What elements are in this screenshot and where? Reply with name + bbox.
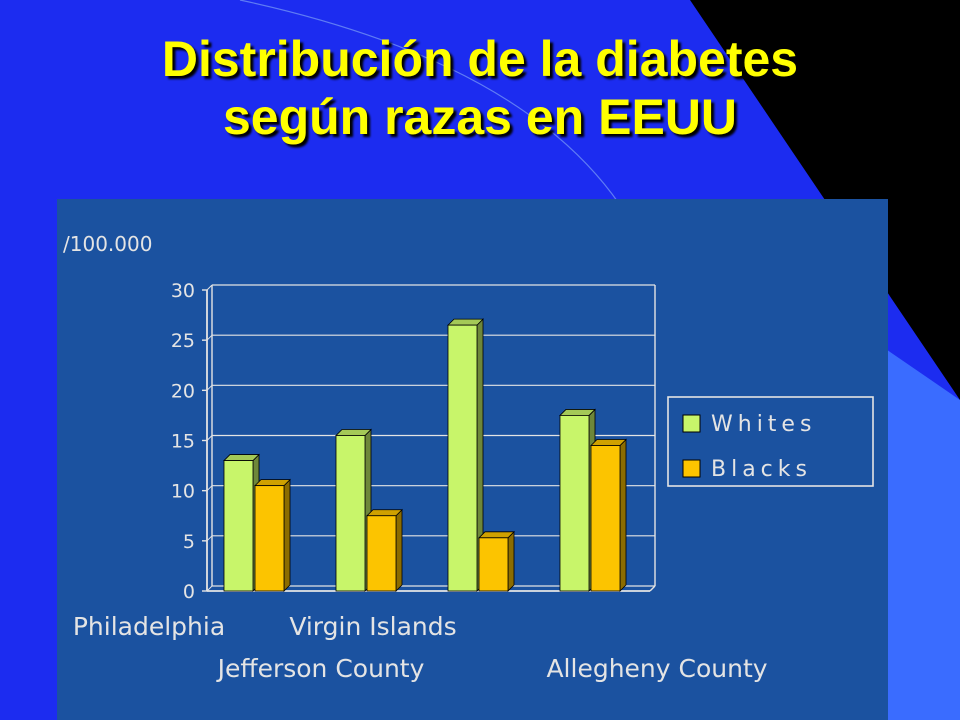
- y-axis-unit-label: /100.000: [63, 232, 152, 256]
- y-tick-label: 0: [183, 581, 195, 603]
- bar-whites: [559, 415, 590, 592]
- x-category-label: Virgin Islands: [289, 612, 456, 641]
- decorative-arc: [239, 0, 621, 206]
- bar-side-blacks: [507, 530, 515, 592]
- bar-whites: [335, 435, 366, 592]
- x-category-label: Jefferson County: [216, 654, 425, 683]
- y-tick-label: 30: [171, 280, 195, 302]
- y-tick-depth: [206, 435, 213, 441]
- y-tick-label: 10: [171, 481, 195, 503]
- floor-edge: [649, 585, 656, 592]
- bar-top-blacks: [366, 509, 403, 517]
- bar-blacks: [478, 537, 509, 592]
- chart-panel: /100.000 0 5 10 15 20 25 30 Philadelphia Jeffers…: [57, 199, 888, 720]
- light-corner-shape: [880, 345, 960, 720]
- legend-box: [667, 396, 874, 487]
- y-tick-depth: [206, 384, 213, 391]
- bar-top-whites: [335, 429, 372, 436]
- bar-whites: [447, 324, 478, 592]
- y-tick-label: 5: [183, 531, 195, 553]
- bar-chart: /100.000 0 5 10 15 20 25 30 Philadelphia Jeffers…: [63, 232, 874, 683]
- title-line-2: según razas en EEUU: [222, 89, 738, 145]
- bars-layer: [223, 318, 627, 592]
- y-tick-depth: [206, 535, 213, 542]
- bar-side-blacks: [619, 438, 627, 592]
- bar-blacks: [590, 445, 621, 592]
- legend-swatch-whites: [682, 414, 701, 433]
- y-tick-depth: [206, 585, 213, 592]
- y-tick-depth: [206, 334, 213, 341]
- legend: Whites Blacks: [667, 396, 874, 487]
- y-tick-depth: [206, 284, 213, 291]
- legend-label-blacks: Blacks: [711, 457, 812, 482]
- x-category-label: Philadelphia: [73, 612, 225, 641]
- bar-top-whites: [559, 409, 596, 416]
- y-tick-depth: [206, 485, 213, 492]
- y-tick-label: 20: [171, 380, 195, 402]
- y-tick-label: 25: [171, 330, 195, 352]
- labels-layer: /100.000 0 5 10 15 20 25 30 Philadelphia Jeffers…: [63, 232, 768, 683]
- bar-whites: [223, 460, 254, 592]
- bar-blacks: [254, 485, 285, 592]
- legend-label-whites: Whites: [711, 412, 816, 437]
- bar-blacks: [366, 515, 397, 592]
- bar-top-blacks: [478, 531, 515, 539]
- bar-side-blacks: [283, 478, 291, 592]
- bar-side-blacks: [395, 508, 403, 592]
- bar-top-whites: [447, 318, 484, 326]
- y-tick-label: 15: [171, 431, 195, 453]
- bar-top-blacks: [254, 479, 291, 487]
- title-line-1: Distribución de la diabetes: [161, 31, 799, 87]
- slide-title: Distribución de la diabetes según razas …: [0, 30, 960, 146]
- bar-top-blacks: [590, 439, 627, 446]
- bar-top-whites: [223, 454, 260, 461]
- legend-swatch-blacks: [682, 459, 701, 478]
- x-category-label: Allegheny County: [546, 654, 767, 683]
